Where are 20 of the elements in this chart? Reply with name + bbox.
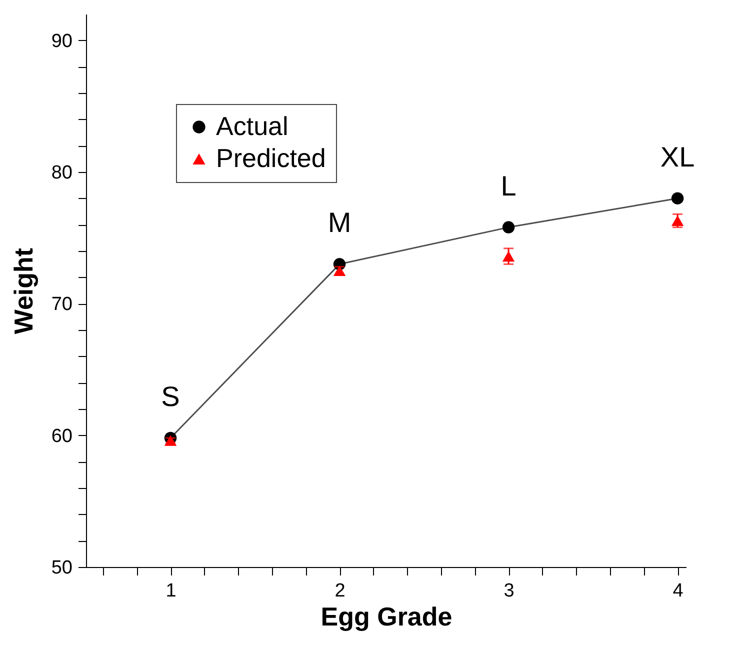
x-tick-label: 1 <box>166 580 176 602</box>
point <box>502 250 515 262</box>
point <box>671 192 684 204</box>
x-tick-label: 3 <box>504 580 514 602</box>
x-tick-label: 2 <box>334 580 346 602</box>
annotation: S <box>161 380 180 412</box>
y-tick-label: 70 <box>51 294 72 316</box>
annotation: L <box>500 170 516 202</box>
annotation: M <box>328 207 352 238</box>
y-tick-label: 50 <box>51 558 72 578</box>
legend-label: Predicted <box>216 143 326 173</box>
y-tick-label: 90 <box>51 30 72 52</box>
y-axis-title: Weight <box>8 248 38 334</box>
x-tick-label: 4 <box>672 580 684 602</box>
x-axis-title: Egg Grade <box>320 602 452 632</box>
y-tick-label: 60 <box>51 426 72 447</box>
legend-label: Actual <box>216 111 288 141</box>
point <box>502 221 515 234</box>
annotation: XL <box>660 141 695 172</box>
y-tick-label: 80 <box>51 162 72 184</box>
